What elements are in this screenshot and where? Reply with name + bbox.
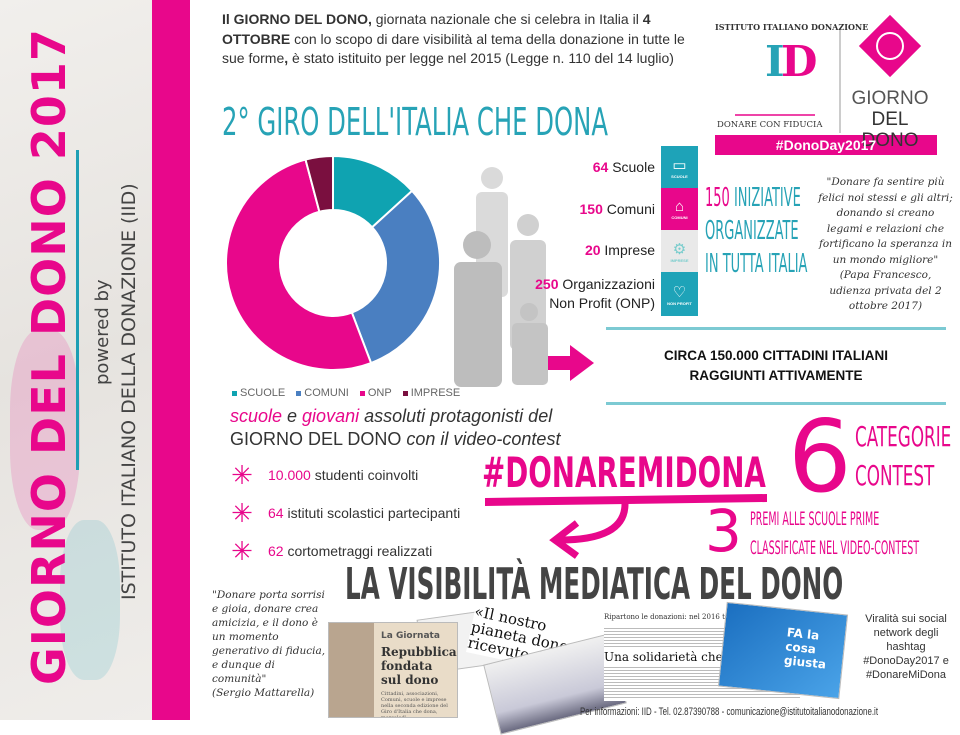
legend-item: IMPRESE: [402, 387, 461, 399]
stat-comuni: 150 Comuni: [579, 201, 656, 217]
iniziative-line: IN TUTTA ITALIA: [705, 249, 808, 279]
viral-text: Viralità sui social network degli hashta…: [863, 613, 949, 681]
divider: [606, 327, 946, 330]
intro-bold: 4 OTTOBRE: [222, 11, 651, 47]
legend-label: ONP: [367, 387, 392, 399]
logo-tagline: DONARE CON FIDUCIA: [717, 120, 823, 130]
logo-block: I D ISTITUTO ITALIANO DONAZIONE DONARE C…: [705, 8, 945, 156]
section-title: 2° GIRO DELL'ITALIA CHE DONA: [222, 102, 825, 142]
background-decoration: [60, 520, 120, 680]
heart-icon: ♡ NON PROFIT: [661, 272, 698, 316]
intro-text-part: con lo scopo di dare visibilità al tema …: [222, 30, 685, 67]
mattarella-quote: "Donare porta sorrisi e gioia, donare cr…: [212, 589, 326, 699]
footer-contact: Per informazioni: IID - Tel. 02.87390788…: [580, 706, 879, 718]
intro-text: Il GIORNO DEL DONO, giornata nazionale c…: [222, 10, 692, 69]
divider: [606, 402, 946, 405]
legend-label: IMPRESE: [410, 387, 461, 399]
people-icon: [454, 167, 548, 387]
donut-chart: [225, 154, 441, 371]
citizens-reached: CIRCA 150.000 CITTADINI ITALIANI RAGGIUNT…: [663, 348, 889, 383]
list-item: ✳ 62 cortometraggi realizzati: [231, 536, 433, 566]
town-hall-icon: ⌂ COMUNI: [661, 188, 698, 230]
pink-bar: [152, 0, 190, 720]
legend-item: ONP: [359, 387, 392, 399]
intro-bold: Il GIORNO DEL DONO,: [222, 11, 372, 27]
prizes-label: PREMI ALLE SCUOLE PRIME: [750, 508, 880, 530]
stat-imprese: 20 Imprese: [584, 242, 655, 258]
sidebar-panel: GIORNO DEL DONO 2017 powered by ISTITUTO…: [0, 0, 152, 720]
categories-label: CONTEST: [855, 459, 935, 492]
tv-screenshot: FA la cosa giusta: [717, 601, 849, 700]
prizes-count: 3: [705, 497, 742, 565]
intro-text-part: è stato istituito per legge nel 2015 (Le…: [288, 50, 674, 66]
stat-scuole: 64 Scuole: [592, 159, 655, 175]
prizes-label: CLASSIFICATE NEL VIDEO-CONTEST: [750, 537, 920, 559]
donut-slice-onp: [225, 158, 373, 371]
giro-title: 2° GIRO DELL'ITALIA CHE DONA: [222, 100, 608, 144]
intro-bold: ,: [284, 50, 289, 66]
media-title: LA VISIBILITÀ MEDIATICA DEL DONO: [345, 559, 844, 610]
legend-swatch: [359, 390, 365, 396]
donut-slice-comuni: [350, 189, 441, 365]
logo-mark: I: [765, 37, 785, 86]
background-decoration: [10, 330, 80, 530]
papa-quote: "Donare fa sentire più felici noi stessi…: [818, 176, 953, 312]
asterisk-icon: ✳: [231, 498, 253, 528]
arrow-right-icon: [548, 345, 594, 381]
hashtag-badge: #DonoDay2017: [775, 137, 877, 153]
stat-onp: 250 Organizzazioni Non Profit (ONP): [535, 276, 655, 311]
categories-count: 6: [788, 398, 852, 515]
list-item: ✳ 64 istituti scolastici partecipanti: [231, 498, 461, 528]
logo-del-dono: DEL DONO: [861, 109, 919, 151]
logo-giorno: GIORNO: [851, 88, 929, 109]
powered-by: powered by: [92, 279, 113, 385]
list-item: ✳ 10.000 studenti coinvolti: [231, 460, 419, 490]
legend-label: COMUNI: [304, 387, 349, 399]
gears-icon: ⚙ IMPRESE: [661, 230, 698, 272]
book-icon: ▭ SCUOLE: [661, 146, 698, 188]
categories-label: CATEGORIE: [855, 420, 952, 453]
legend-label: SCUOLE: [240, 387, 286, 399]
chart-legend: SCUOLE COMUNI ONP IMPRESE: [232, 387, 460, 399]
legend-swatch: [296, 390, 302, 396]
legend-item: COMUNI: [296, 387, 349, 399]
press-clipping: La Giornata Repubblica fondata sul dono …: [328, 622, 458, 718]
legend-swatch: [232, 390, 237, 396]
donut-slice-imprese: [304, 154, 334, 213]
logo-mark: D: [781, 37, 817, 86]
iniziative-line: 150 INIZIATIVE: [705, 183, 801, 213]
divider: [76, 150, 79, 470]
legend-swatch: [402, 390, 408, 396]
curved-arrow-icon: [485, 494, 767, 559]
legend-item: SCUOLE: [232, 387, 285, 399]
video-contest-intro: scuole e giovani assoluti protagonisti d…: [230, 406, 561, 449]
contest-hashtag: #DONAREMIDONA: [482, 448, 766, 497]
asterisk-icon: ✳: [231, 536, 253, 566]
org-name: ISTITUTO ITALIANO DELLA DONAZIONE (IID): [118, 183, 140, 600]
logo-arc-text: ISTITUTO ITALIANO DONAZIONE: [715, 22, 869, 32]
iniziative-line: ORGANIZZATE: [705, 216, 799, 246]
logo-graphic: I D: [715, 14, 937, 155]
asterisk-icon: ✳: [231, 460, 253, 490]
sidebar-title: GIORNO DEL DONO 2017: [22, 28, 76, 685]
intro-text-part: giornata nazionale che si celebra in Ita…: [371, 11, 643, 27]
